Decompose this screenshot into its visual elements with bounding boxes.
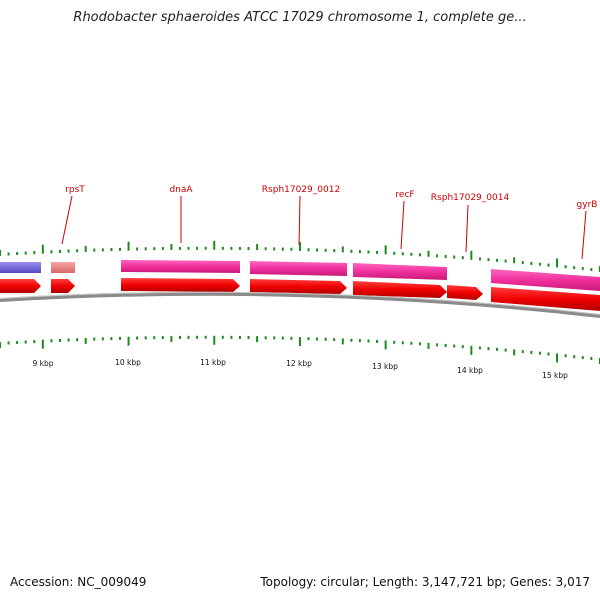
lower-tick-row (0, 335, 600, 364)
cds-arrow-0012 (250, 279, 347, 294)
gene-feature-0012 (250, 261, 347, 276)
gene-track (0, 260, 600, 291)
gene-label-0012: Rsph17029_0012 (262, 185, 340, 195)
gene-feature-gyrB (491, 269, 600, 291)
gene-label-rpsT: rpsT (65, 185, 85, 195)
cds-arrow (0, 279, 41, 293)
genome-stats-text: Topology: circular; Length: 3,147,721 bp… (260, 575, 590, 589)
label-leaders (61, 195, 587, 260)
scale-label: 9 kbp (32, 359, 53, 368)
chromosome-backbone (0, 291, 600, 318)
map-title: Rhodobacter sphaeroides ATCC 17029 chrom… (73, 10, 527, 25)
gene-label-recF: recF (395, 190, 414, 200)
cds-arrow-dnaA (121, 278, 240, 292)
gene-feature-dnaA (121, 260, 240, 273)
gene-label-dnaA: dnaA (169, 185, 193, 195)
gene-feature-blue (0, 262, 41, 273)
cds-arrow-0014 (447, 285, 483, 300)
cds-arrow-gyrB (491, 287, 600, 311)
leader-gyrB (581, 210, 587, 260)
gene-label-gyrB: gyrB (577, 200, 598, 210)
gene-label-0014: Rsph17029_0014 (431, 193, 510, 203)
scale-label: 12 kbp (286, 359, 312, 368)
scale-label: 13 kbp (372, 362, 398, 371)
cds-arrow-rpsT (51, 279, 75, 293)
scale-label: 11 kbp (200, 358, 226, 367)
leader-recF (400, 200, 405, 250)
scale-label: 15 kbp (542, 371, 568, 380)
cds-track (0, 278, 600, 311)
chromosome-backbone-highlight (0, 291, 600, 315)
accession-text: Accession: NC_009049 (10, 575, 147, 589)
leader-0014 (465, 204, 469, 253)
gene-feature-recF (353, 263, 447, 280)
leader-0012 (298, 195, 301, 246)
cds-arrow-recF (353, 281, 447, 298)
scale-label: 10 kbp (115, 358, 141, 367)
leader-rpsT (61, 195, 73, 245)
upper-tick-row (0, 240, 600, 272)
scale-labels: 9 kbp 10 kbp 11 kbp 12 kbp 13 kbp 14 kbp… (32, 358, 568, 380)
scale-label: 14 kbp (457, 366, 483, 375)
gene-feature-rpsT (51, 262, 75, 273)
gene-labels: rpsT dnaA Rsph17029_0012 recF Rsph17029_… (65, 185, 597, 210)
